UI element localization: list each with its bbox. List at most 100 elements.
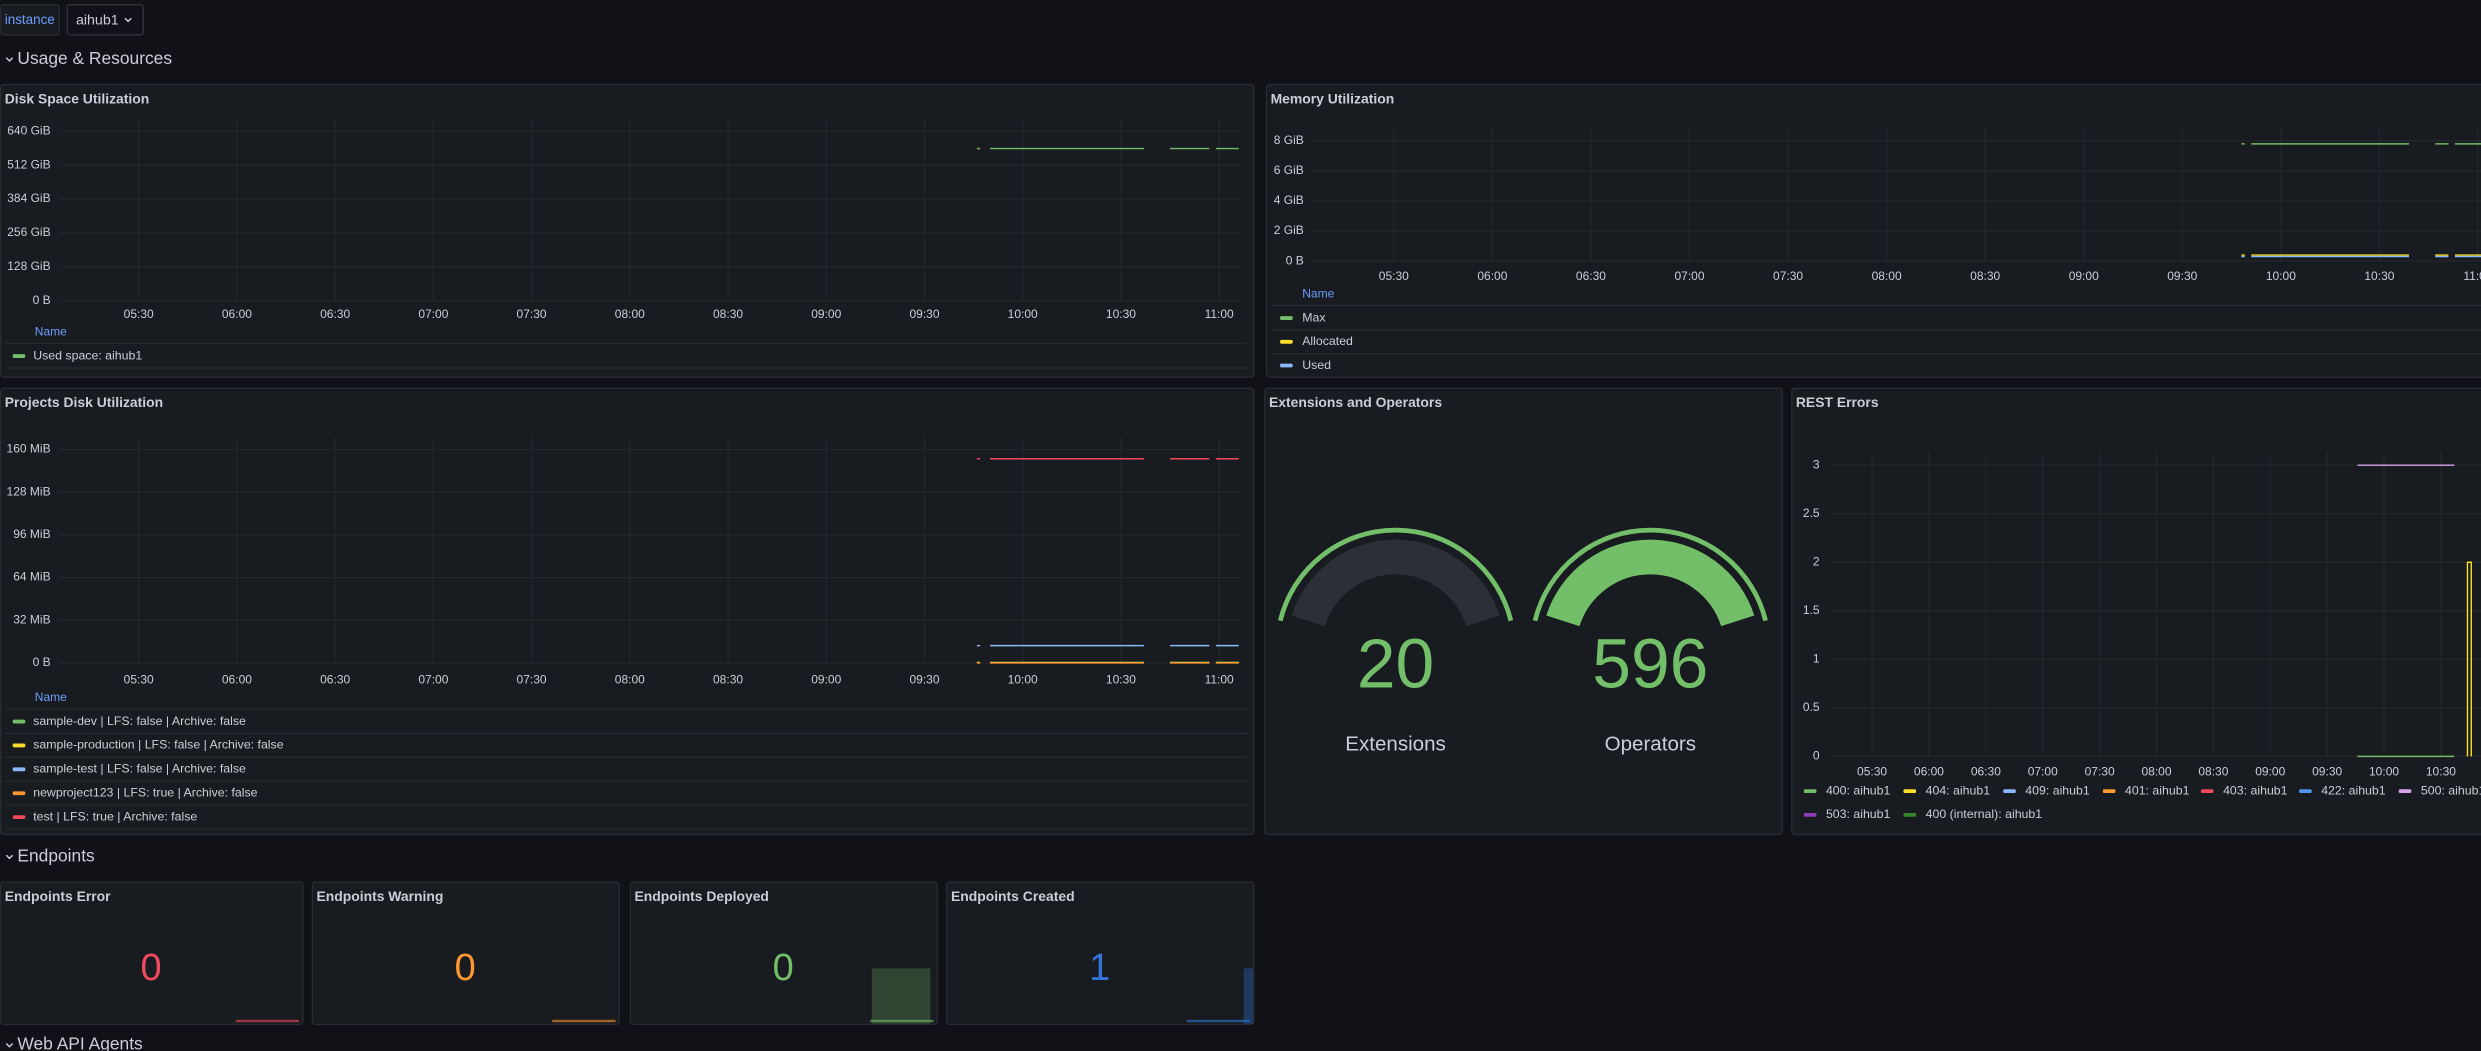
x-tick-label: 10:30 <box>2364 269 2394 283</box>
panel-title: REST Errors <box>1796 394 1879 410</box>
legend-marker <box>13 354 26 358</box>
y-tick-label: 96 MiB <box>13 527 50 541</box>
legend-label: 401: aihub1 <box>2125 783 2190 797</box>
row-title[interactable]: Endpoints <box>17 845 95 865</box>
legend-label: Used space: aihub1 <box>33 348 142 362</box>
x-tick-label: 06:00 <box>1477 269 1507 283</box>
row-title[interactable]: Usage & Resources <box>17 48 172 68</box>
x-tick-label: 05:30 <box>124 307 154 321</box>
sparkline <box>552 1020 615 1022</box>
stat-value: 0 <box>455 947 476 989</box>
legend-marker <box>13 767 26 771</box>
x-tick-label: 09:00 <box>811 307 841 321</box>
x-tick-label: 05:30 <box>124 673 154 687</box>
gauge-label: Extensions <box>1345 733 1446 756</box>
legend-label: Used <box>1302 358 1331 372</box>
legend-label: 409: aihub1 <box>2025 783 2090 797</box>
sparkline-area <box>872 968 931 1023</box>
y-tick-label: 6 GiB <box>1274 163 1304 177</box>
gauge-label: Operators <box>1605 733 1696 756</box>
panel-title: Endpoints Warning <box>316 888 443 904</box>
variable-label: instance <box>5 12 55 27</box>
y-tick-label: 0.5 <box>1803 700 1820 714</box>
y-tick-label: 0 B <box>33 655 51 669</box>
sparkline <box>1187 1020 1250 1022</box>
y-tick-label: 32 MiB <box>13 612 50 626</box>
legend-label: 503: aihub1 <box>1826 807 1891 821</box>
y-tick-label: 2 GiB <box>1274 223 1304 237</box>
x-tick-label: 09:30 <box>909 307 939 321</box>
x-tick-label: 05:30 <box>1379 269 1409 283</box>
x-tick-label: 09:00 <box>2069 269 2099 283</box>
panel-title: Disk Space Utilization <box>5 90 150 106</box>
x-tick-label: 10:00 <box>2266 269 2296 283</box>
legend-marker <box>1903 789 1916 793</box>
x-tick-label: 07:00 <box>418 307 448 321</box>
legend-marker <box>1804 813 1817 817</box>
y-tick-label: 2.5 <box>1803 506 1820 520</box>
legend-label: Allocated <box>1302 334 1353 348</box>
x-tick-label: 07:30 <box>517 673 547 687</box>
x-tick-label: 09:30 <box>2167 269 2197 283</box>
legend-header: Name <box>35 324 67 338</box>
y-tick-label: 0 B <box>1286 253 1304 267</box>
legend-label: 400 (internal): aihub1 <box>1926 807 2043 821</box>
legend-marker <box>13 720 26 724</box>
x-tick-label: 11:00 <box>1205 673 1234 687</box>
legend-marker <box>1903 813 1916 817</box>
x-tick-label: 07:00 <box>2028 764 2058 778</box>
x-tick-label: 06:30 <box>320 307 350 321</box>
legend-label: 500: aihub1 <box>2421 783 2481 797</box>
x-tick-label: 10:30 <box>1106 673 1136 687</box>
x-tick-label: 08:30 <box>1970 269 2000 283</box>
x-tick-label: 06:30 <box>320 673 350 687</box>
y-tick-label: 512 GiB <box>7 157 50 171</box>
x-tick-label: 08:00 <box>615 673 645 687</box>
legend-marker <box>2003 789 2016 793</box>
x-tick-label: 11:00 <box>2463 269 2481 283</box>
legend-label: 400: aihub1 <box>1826 783 1891 797</box>
y-tick-label: 128 MiB <box>7 484 51 498</box>
y-tick-label: 4 GiB <box>1274 193 1304 207</box>
x-tick-label: 07:00 <box>1674 269 1704 283</box>
variable-value[interactable]: aihub1 <box>76 12 119 28</box>
legend-header: Name <box>35 690 67 704</box>
x-tick-label: 06:00 <box>1914 764 1944 778</box>
legend-marker <box>13 791 26 795</box>
x-tick-label: 07:00 <box>418 673 448 687</box>
legend-marker <box>1280 316 1293 320</box>
y-tick-label: 8 GiB <box>1274 133 1304 147</box>
x-tick-label: 09:00 <box>2255 764 2285 778</box>
legend-marker <box>1280 340 1293 344</box>
x-tick-label: 07:30 <box>2085 764 2115 778</box>
gauge-value: 20 <box>1357 625 1434 703</box>
x-tick-label: 10:30 <box>1106 307 1136 321</box>
legend-label: test | LFS: true | Archive: false <box>33 809 197 823</box>
x-tick-label: 08:30 <box>2198 764 2228 778</box>
panel-title: Endpoints Deployed <box>634 888 768 904</box>
gauge-value: 596 <box>1592 625 1708 703</box>
y-tick-label: 1.5 <box>1803 603 1820 617</box>
x-tick-label: 06:00 <box>222 307 252 321</box>
sparkline-area <box>1244 968 1253 1023</box>
y-tick-label: 160 MiB <box>7 442 51 456</box>
x-tick-label: 08:30 <box>713 307 743 321</box>
legend-label: sample-test | LFS: false | Archive: fals… <box>33 762 246 776</box>
y-tick-label: 640 GiB <box>7 124 50 138</box>
x-tick-label: 06:30 <box>1576 269 1606 283</box>
x-tick-label: 09:30 <box>909 673 939 687</box>
row-title[interactable]: Web API Agents <box>17 1034 143 1051</box>
y-tick-label: 0 <box>1813 749 1820 763</box>
legend-label: Max <box>1302 310 1326 324</box>
y-tick-label: 1 <box>1813 651 1820 665</box>
x-tick-label: 10:30 <box>2426 764 2456 778</box>
legend-marker <box>1280 364 1293 368</box>
legend-label: sample-dev | LFS: false | Archive: false <box>33 714 246 728</box>
y-tick-label: 0 B <box>33 293 51 307</box>
x-tick-label: 06:00 <box>222 673 252 687</box>
legend-marker <box>2201 789 2214 793</box>
x-tick-label: 10:00 <box>1008 307 1038 321</box>
sparkline <box>236 1020 299 1022</box>
legend-marker <box>2299 789 2312 793</box>
